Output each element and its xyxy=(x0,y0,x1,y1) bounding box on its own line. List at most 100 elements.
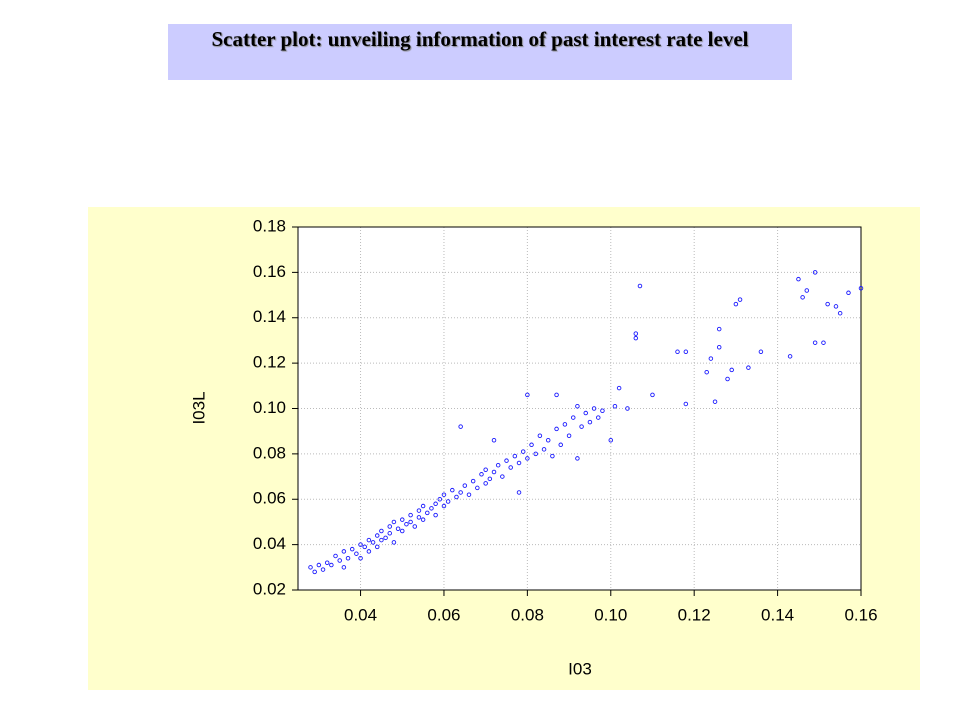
chart-title: Scatter plot: unveiling information of p… xyxy=(168,24,792,80)
point xyxy=(312,569,317,575)
y-tick-label: 0.12 xyxy=(253,353,286,372)
y-tick-label: 0.18 xyxy=(253,216,286,235)
point xyxy=(308,565,313,570)
x-axis-label: I03 xyxy=(568,659,592,678)
point xyxy=(637,283,643,289)
point xyxy=(683,401,689,407)
point xyxy=(412,524,418,529)
point xyxy=(633,331,639,336)
point xyxy=(454,494,459,500)
point xyxy=(612,403,618,409)
point xyxy=(441,492,447,497)
point xyxy=(387,531,392,536)
point xyxy=(370,540,376,545)
point xyxy=(579,424,584,429)
point xyxy=(616,385,622,391)
point xyxy=(374,533,380,538)
point xyxy=(458,490,463,495)
point xyxy=(633,335,639,341)
point xyxy=(675,349,680,355)
point xyxy=(404,521,409,527)
point xyxy=(358,542,363,547)
point xyxy=(358,555,363,561)
point xyxy=(333,553,338,559)
point xyxy=(558,442,563,448)
y-tick-label: 0.14 xyxy=(253,307,286,326)
point xyxy=(445,499,451,504)
point xyxy=(341,565,347,570)
point xyxy=(416,515,422,520)
point xyxy=(400,517,405,522)
point xyxy=(379,537,384,543)
point xyxy=(537,433,543,438)
point xyxy=(575,456,580,461)
y-tick-label: 0.02 xyxy=(253,579,286,598)
point xyxy=(500,474,505,479)
point xyxy=(725,376,730,382)
point xyxy=(712,399,718,404)
x-tick-label: 0.08 xyxy=(511,605,544,624)
point xyxy=(400,528,405,534)
point xyxy=(316,562,322,568)
point xyxy=(320,567,326,572)
point xyxy=(650,392,655,398)
point xyxy=(354,551,359,556)
point xyxy=(441,503,447,509)
point xyxy=(837,310,843,316)
point xyxy=(746,365,751,370)
point xyxy=(570,415,576,420)
point xyxy=(391,540,397,545)
point xyxy=(858,286,864,291)
point xyxy=(575,403,580,409)
plot-frame xyxy=(297,226,862,591)
point xyxy=(458,424,463,429)
point xyxy=(470,478,476,484)
point xyxy=(812,270,818,275)
point xyxy=(550,453,555,459)
point xyxy=(554,426,559,432)
point xyxy=(387,524,392,529)
point xyxy=(625,406,630,411)
x-tick-label: 0.16 xyxy=(844,605,877,624)
x-tick-label: 0.12 xyxy=(678,605,711,624)
point xyxy=(429,506,434,511)
y-tick-label: 0.16 xyxy=(253,262,286,281)
point xyxy=(374,544,380,550)
point xyxy=(683,349,689,355)
point xyxy=(425,510,430,516)
point xyxy=(508,465,513,470)
point xyxy=(479,472,484,477)
point xyxy=(716,344,722,350)
point xyxy=(395,526,401,531)
point xyxy=(483,467,488,473)
point xyxy=(504,458,509,463)
point xyxy=(800,295,805,300)
point xyxy=(525,456,530,461)
x-tick-label: 0.10 xyxy=(594,605,627,624)
point xyxy=(366,549,372,554)
point xyxy=(341,549,347,554)
point xyxy=(520,449,526,454)
point xyxy=(420,517,426,522)
point xyxy=(437,497,443,502)
point xyxy=(337,558,342,563)
point xyxy=(583,410,589,416)
point xyxy=(545,438,551,443)
point xyxy=(596,415,601,420)
point xyxy=(737,297,743,302)
point xyxy=(733,301,739,307)
point xyxy=(716,326,722,332)
x-tick-label: 0.14 xyxy=(761,605,794,624)
point xyxy=(516,490,522,495)
point xyxy=(587,419,593,425)
point xyxy=(416,508,422,513)
point xyxy=(495,462,501,468)
point xyxy=(833,304,839,309)
point xyxy=(391,519,397,525)
point xyxy=(475,485,480,491)
point xyxy=(608,438,614,443)
point xyxy=(600,408,605,414)
point xyxy=(562,422,568,427)
point xyxy=(383,535,388,541)
